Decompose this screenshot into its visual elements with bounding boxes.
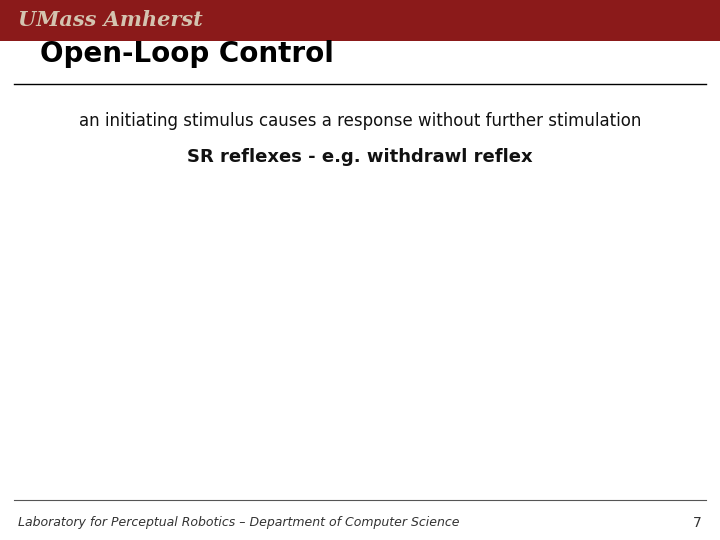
Text: an initiating stimulus causes a response without further stimulation: an initiating stimulus causes a response… (78, 112, 642, 131)
Text: SR reflexes - e.g. withdrawl reflex: SR reflexes - e.g. withdrawl reflex (187, 147, 533, 166)
Text: UMass Amherst: UMass Amherst (18, 10, 203, 30)
Bar (22, 167, 698, 491)
Text: Open-Loop Control: Open-Loop Control (40, 39, 333, 68)
Text: Laboratory for Perceptual Robotics – Department of Computer Science: Laboratory for Perceptual Robotics – Dep… (18, 516, 459, 529)
Bar (0, 0, 720, 40)
Text: 7: 7 (693, 516, 702, 530)
